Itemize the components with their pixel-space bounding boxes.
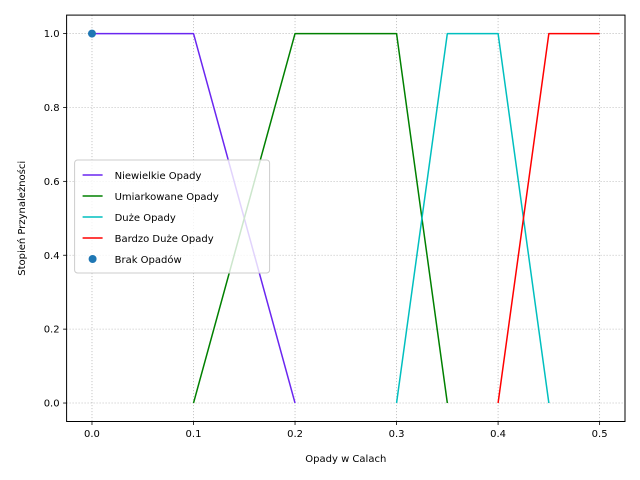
y-axis-label: Stopień Przynależności [16,161,28,276]
x-axis-label: Opady w Calach [305,454,386,465]
x-tick-label: 0.3 [389,429,405,440]
legend-label: Brak Opadów [115,254,182,266]
y-tick-label: 0.8 [44,103,60,114]
x-tick-label: 0.1 [186,429,202,440]
x-tick-label: 0.4 [490,429,506,440]
legend-label: Bardzo Duże Opady [115,234,214,245]
x-tick-label: 0.0 [84,429,100,440]
series-line-du-e-opady [395,32,550,404]
legend-label: Niewielkie Opady [115,171,202,182]
y-tick-label: 0.2 [44,325,60,336]
y-tick-label: 0.6 [44,177,60,188]
legend-box [74,159,271,274]
series-line-niewielkie-opady [91,32,296,404]
y-tick-label: 0.4 [44,251,60,262]
y-axis: 0.0 0.2 0.4 0.6 0.8 1.0 [44,29,67,410]
legend-label: Umiarkowane Opady [115,192,219,203]
y-tick-label: 1.0 [44,29,60,40]
x-axis: 0.0 0.1 0.2 0.3 0.4 0.5 [84,421,608,440]
scatter-point-brak-opad-w [87,29,96,38]
legend: Niewielkie Opady Umiarkowane Opady Duże Op… [74,159,271,274]
legend-swatch [88,255,97,263]
legend-label: Duże Opady [115,213,176,224]
series-line-bardzo-du-e-opady [497,32,600,404]
plot-frame [66,14,626,422]
x-tick-label: 0.2 [287,429,303,440]
y-tick-label: 0.0 [44,399,60,410]
x-tick-label: 0.5 [592,429,608,440]
series-lines [87,29,600,404]
